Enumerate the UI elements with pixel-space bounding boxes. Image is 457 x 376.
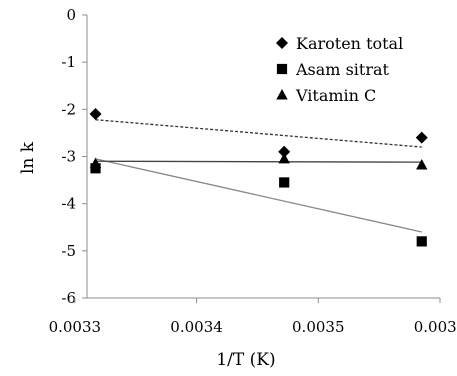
legend-label: Asam sitrat xyxy=(295,60,390,79)
legend-marker xyxy=(276,63,288,75)
legend-label: Vitamin C xyxy=(295,86,376,105)
y-axis-title: ln k xyxy=(18,141,38,174)
data-point xyxy=(89,108,102,121)
y-tick-label: -5 xyxy=(61,242,76,260)
data-point xyxy=(278,145,291,158)
trendlines xyxy=(95,119,422,233)
legend-label: Karoten total xyxy=(296,34,403,53)
y-tick-label: -4 xyxy=(61,195,76,213)
data-point xyxy=(416,158,428,170)
trendline xyxy=(95,160,422,163)
data-point xyxy=(416,236,427,247)
legend: Karoten total Asam sitrat Vitamin C xyxy=(276,34,403,105)
y-tick-label: -1 xyxy=(61,53,76,71)
x-tick-label: 0.0034 xyxy=(170,318,223,336)
data-point xyxy=(89,157,102,169)
trendline xyxy=(95,158,422,233)
x-axis-title: 1/T (K) xyxy=(216,350,275,370)
x-ticks: 0.0033 0.0034 0.0035 0.0036 xyxy=(49,298,457,336)
legend-marker xyxy=(276,89,288,100)
data-point xyxy=(279,177,290,188)
y-tick-label: 0 xyxy=(66,6,76,24)
axes xyxy=(86,15,440,299)
x-tick-label: 0.0035 xyxy=(292,318,345,336)
y-ticks: 0 -1 -2 -3 -4 -5 -6 xyxy=(61,6,87,307)
data-point xyxy=(415,131,428,144)
x-tick-label: 0.0033 xyxy=(49,318,102,336)
data-points xyxy=(89,108,428,247)
y-tick-label: -3 xyxy=(61,148,76,166)
legend-marker xyxy=(276,37,288,49)
data-point xyxy=(90,163,101,174)
y-tick-label: -2 xyxy=(61,100,76,118)
y-tick-label: -6 xyxy=(61,289,76,307)
data-point xyxy=(278,152,290,164)
x-tick-label: 0.0036 xyxy=(414,318,457,336)
trendline xyxy=(95,119,422,148)
